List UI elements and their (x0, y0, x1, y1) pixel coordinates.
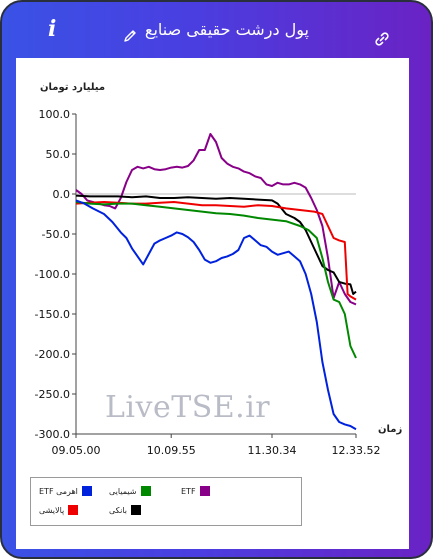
y-tick-label: -200.0 (35, 348, 70, 361)
legend-swatch (81, 486, 92, 496)
x-tick-label: 12.33.52 (332, 444, 381, 457)
legend-label: اهرمی ETF (39, 486, 78, 496)
legend-label: پالایشی (39, 505, 65, 515)
page-title: پول درشت حقیقی صنایع (144, 20, 309, 39)
y-tick-label: 0.0 (53, 188, 71, 201)
series-line (75, 194, 357, 295)
chart-legend: اهرمی ETF شیمیایی ETF پالایشی بانکی (30, 477, 302, 526)
header-bar: i پول درشت حقیقی صنایع (2, 2, 431, 56)
link-icon[interactable] (374, 31, 390, 51)
y-tick-label: -100.0 (35, 268, 70, 281)
y-tick-label: -150.0 (35, 308, 70, 321)
legend-label: ETF (181, 486, 196, 496)
y-tick-label: -250.0 (35, 388, 70, 401)
y-tick-label: -300.0 (35, 428, 70, 441)
x-tick-label: 11.30.34 (248, 444, 297, 457)
legend-item: بانکی (109, 505, 141, 515)
y-axis-label: میلیارد تومان (40, 82, 106, 93)
series-line (75, 199, 357, 431)
y-tick-label: 100.0 (39, 108, 71, 121)
y-tick-label: -50.0 (42, 228, 70, 241)
legend-swatch (68, 505, 79, 515)
legend-label: بانکی (109, 505, 127, 515)
legend-item: پالایشی (39, 505, 79, 515)
y-tick-label: 50.0 (46, 148, 71, 161)
pencil-icon[interactable] (123, 28, 137, 47)
series-line (75, 201, 357, 301)
x-tick-label: 10.09.55 (147, 444, 196, 457)
watermark-text: LiveTSE.ir (105, 390, 271, 425)
legend-swatch (199, 486, 210, 496)
legend-item: اهرمی ETF (39, 486, 92, 496)
x-axis-label: زمان (378, 424, 403, 435)
legend-swatch (140, 486, 151, 496)
legend-label: شیمیایی (109, 486, 137, 496)
chart-panel (16, 58, 409, 549)
series-line (75, 201, 357, 359)
series-line (75, 133, 357, 306)
x-tick-label: 09.05.00 (52, 444, 101, 457)
info-icon[interactable]: i (48, 16, 57, 42)
legend-item: ETF (181, 486, 210, 496)
legend-item: شیمیایی (109, 486, 151, 496)
legend-swatch (130, 505, 141, 515)
